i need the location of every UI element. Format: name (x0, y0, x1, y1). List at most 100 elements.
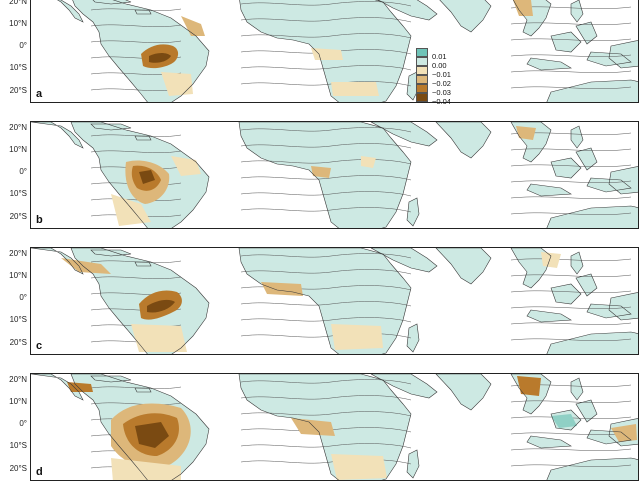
coastline (31, 122, 84, 149)
africa-land (239, 248, 411, 354)
contour-line (510, 464, 632, 467)
coastline (370, 374, 438, 399)
legend-label: −0.03 (432, 88, 451, 97)
anomaly-patch (541, 252, 561, 268)
contour-line (510, 196, 632, 199)
contour-line (90, 402, 182, 405)
coastline (546, 205, 638, 228)
anomaly-patch (67, 382, 93, 392)
philippines-land (571, 0, 583, 22)
anomaly-patch (331, 324, 383, 350)
anomaly-patch (551, 414, 577, 428)
coastline (526, 309, 572, 323)
island-land (576, 274, 597, 296)
contour-line (510, 338, 632, 341)
contour-line (90, 40, 182, 43)
madagascar-land (407, 198, 419, 226)
contour-line (510, 400, 632, 403)
legend-swatch (416, 84, 428, 93)
contour-line (240, 143, 412, 149)
madagascar-land (407, 450, 419, 478)
contour-line (510, 54, 632, 57)
australia-land (546, 332, 638, 354)
anomaly-patch (513, 0, 533, 16)
contour-line (240, 175, 412, 181)
contour-line (240, 333, 412, 339)
contour-line (240, 33, 412, 39)
latitude-label: 10°S (9, 441, 27, 450)
coastline (546, 331, 638, 354)
philippines-land (571, 378, 583, 400)
contour-line (510, 290, 632, 293)
coastline (406, 323, 420, 353)
map-svg (31, 248, 638, 354)
anomaly-patch (611, 424, 637, 442)
coastline (377, 0, 438, 21)
contour-line (240, 411, 412, 417)
anomaly-patch (261, 282, 303, 296)
coastline (608, 418, 638, 447)
coastline (586, 429, 632, 445)
coastline (370, 122, 438, 147)
contour-line (240, 301, 412, 307)
map-panel-a: a (30, 0, 639, 103)
contour-line (510, 22, 632, 25)
coastline (406, 449, 420, 479)
anomaly-patch (147, 299, 175, 313)
coastline (57, 0, 84, 23)
coastline (435, 374, 492, 411)
coastline (550, 409, 582, 431)
map-panel-b: b (30, 121, 639, 229)
anomaly-patch (135, 422, 169, 448)
island-land (551, 32, 581, 52)
coastline (239, 0, 412, 102)
island-land (551, 284, 581, 304)
new-guinea-land (609, 166, 638, 194)
contour-line (240, 395, 412, 401)
latitude-label: 20°S (9, 212, 27, 221)
coastline (510, 374, 552, 415)
legend-label: −0.01 (432, 70, 451, 79)
contour-line (240, 253, 412, 259)
coastline (406, 197, 420, 227)
coastline (526, 183, 572, 197)
anomaly-patch (111, 194, 151, 226)
coastline (439, 0, 492, 33)
coastline (550, 31, 582, 53)
coastline (526, 435, 572, 449)
coastline (72, 0, 210, 102)
contour-line (240, 379, 412, 385)
coastline (570, 377, 584, 401)
coastline (570, 0, 584, 23)
anomaly-patch (291, 418, 335, 436)
coastline (526, 57, 572, 71)
legend-label: −0.02 (432, 79, 451, 88)
contour-line (90, 24, 182, 27)
contour-line (240, 17, 412, 23)
contour-line (510, 164, 632, 167)
map-svg (57, 0, 638, 102)
contour-line (510, 148, 632, 151)
coastline (370, 248, 438, 273)
coastline (608, 166, 638, 195)
latitude-label: 20°S (9, 86, 27, 95)
anomaly-patch (517, 376, 541, 396)
madagascar-land (407, 324, 419, 352)
coastline (510, 248, 552, 289)
coastline (550, 157, 582, 179)
island-land (527, 310, 571, 322)
latitude-label: 10°S (9, 189, 27, 198)
anomaly-patch (331, 454, 387, 480)
latitude-label: 0° (19, 41, 27, 50)
coastline (70, 248, 210, 354)
map-svg (31, 374, 638, 480)
anomaly-patch (111, 458, 181, 480)
new-guinea-land (609, 292, 638, 320)
coastline (510, 122, 552, 163)
anomaly-patch (311, 48, 343, 60)
contour-line (240, 81, 412, 87)
coastline (608, 40, 638, 69)
contour-line (510, 180, 632, 183)
coastline (238, 374, 412, 480)
island-land (576, 400, 597, 422)
